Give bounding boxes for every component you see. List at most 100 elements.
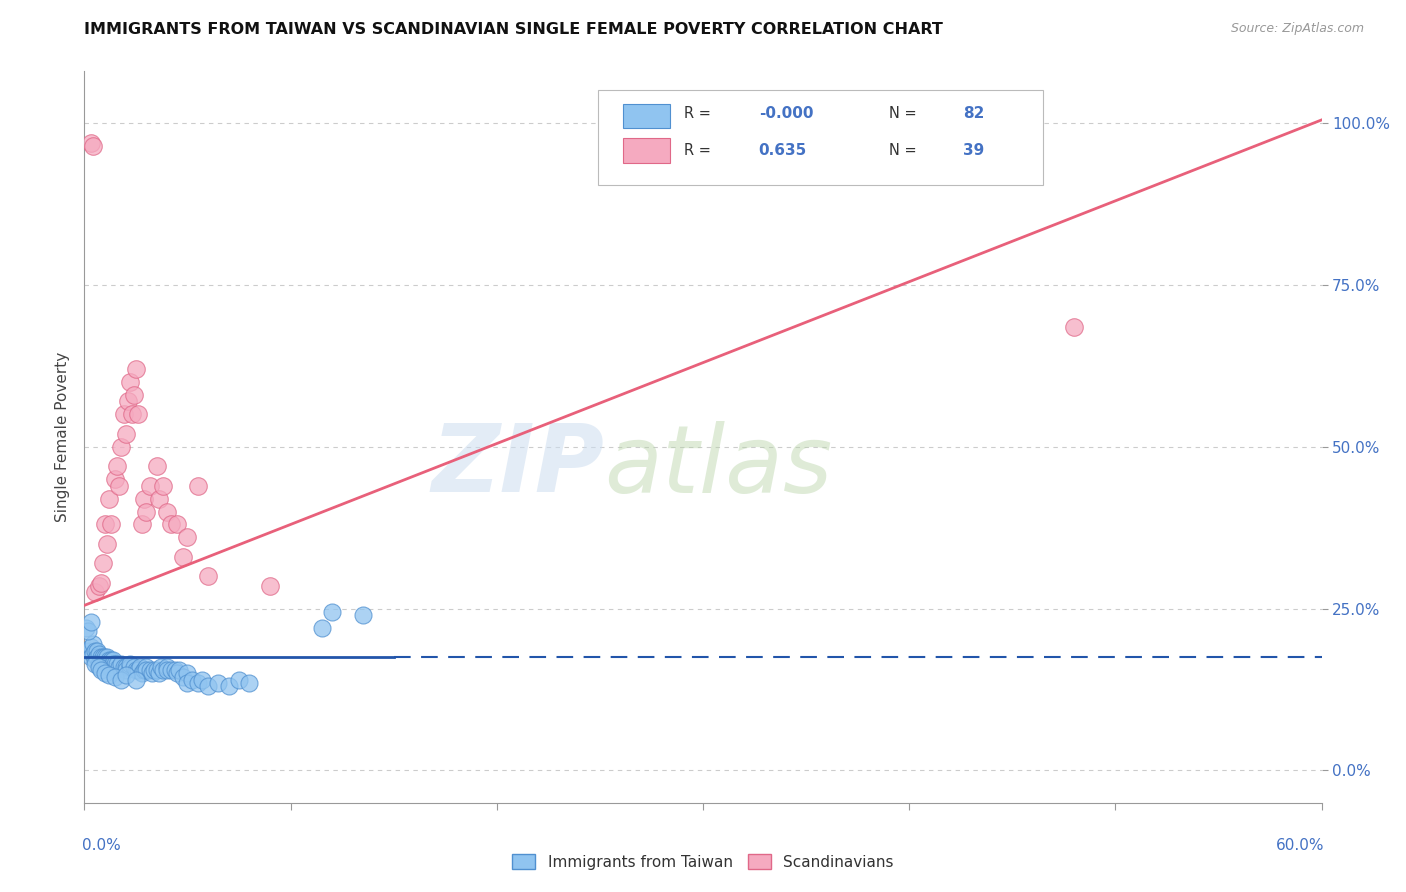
Point [79, 640, 101, 655]
Point [141, 666, 163, 681]
Point [90, 663, 112, 677]
Point [110, 657, 132, 671]
Point [114, 667, 136, 681]
Point [321, 605, 343, 619]
Point [127, 663, 149, 677]
Point [167, 663, 190, 677]
Point [110, 673, 132, 687]
Text: 0.635: 0.635 [759, 143, 807, 158]
Point [104, 472, 127, 486]
Point [118, 375, 141, 389]
Point [145, 459, 167, 474]
Point [100, 660, 122, 674]
Point [86, 643, 108, 657]
Point [131, 666, 153, 681]
Point [96, 650, 118, 665]
Point [166, 666, 188, 681]
Point [108, 478, 131, 492]
Point [122, 388, 145, 402]
Point [125, 663, 148, 677]
Point [135, 663, 157, 677]
Point [176, 530, 198, 544]
Point [207, 676, 229, 690]
Point [238, 676, 260, 690]
Point [122, 660, 145, 674]
Point [94, 650, 117, 665]
Point [191, 673, 214, 687]
Point [259, 579, 281, 593]
FancyBboxPatch shape [623, 103, 669, 128]
Point [87, 660, 110, 674]
Point [98, 667, 121, 681]
FancyBboxPatch shape [623, 138, 669, 162]
Point [139, 663, 162, 677]
Point [79, 615, 101, 629]
Point [114, 663, 136, 677]
Point [172, 549, 194, 564]
Point [160, 663, 183, 677]
Point [176, 676, 198, 690]
Point [156, 504, 179, 518]
Point [83, 643, 105, 657]
Point [114, 660, 136, 674]
Point [96, 657, 118, 671]
Point [100, 653, 122, 667]
Point [103, 657, 125, 671]
Point [87, 579, 110, 593]
Point [165, 663, 187, 677]
Point [82, 637, 104, 651]
Point [105, 657, 128, 671]
Point [79, 650, 101, 665]
Point [110, 440, 132, 454]
Point [82, 647, 104, 661]
Point [98, 660, 121, 674]
Point [90, 575, 112, 590]
Point [82, 138, 104, 153]
Point [135, 660, 157, 674]
Point [83, 657, 105, 671]
Point [187, 676, 209, 690]
Point [121, 408, 143, 422]
Point [311, 621, 333, 635]
Point [114, 426, 136, 441]
Point [87, 657, 110, 671]
Point [100, 517, 122, 532]
Point [77, 624, 100, 639]
Point [149, 660, 172, 674]
Point [98, 653, 121, 667]
Point [83, 585, 105, 599]
Point [98, 491, 121, 506]
Point [75, 621, 97, 635]
Point [87, 647, 110, 661]
Point [197, 569, 219, 583]
Point [187, 478, 209, 492]
Point [131, 517, 153, 532]
Point [180, 673, 202, 687]
Point [94, 657, 117, 671]
Point [129, 660, 152, 674]
Text: N =: N = [889, 106, 921, 121]
Point [134, 491, 156, 506]
Point [125, 673, 148, 687]
Point [197, 679, 219, 693]
Text: IMMIGRANTS FROM TAIWAN VS SCANDINAVIAN SINGLE FEMALE POVERTY CORRELATION CHART: IMMIGRANTS FROM TAIWAN VS SCANDINAVIAN S… [84, 22, 943, 37]
Text: ZIP: ZIP [432, 420, 605, 512]
Point [94, 666, 117, 681]
Point [176, 666, 198, 681]
Point [352, 608, 374, 623]
Point [156, 660, 179, 674]
Text: atlas: atlas [605, 421, 832, 512]
Point [77, 643, 100, 657]
Point [160, 517, 183, 532]
Point [134, 663, 156, 677]
Point [86, 650, 108, 665]
Point [108, 660, 131, 674]
Point [118, 657, 141, 671]
Point [112, 660, 135, 674]
Point [117, 394, 139, 409]
Point [79, 136, 101, 150]
Point [118, 660, 141, 674]
Point [152, 478, 174, 492]
Text: R =: R = [685, 106, 716, 121]
Legend: Immigrants from Taiwan, Scandinavians: Immigrants from Taiwan, Scandinavians [506, 847, 900, 876]
